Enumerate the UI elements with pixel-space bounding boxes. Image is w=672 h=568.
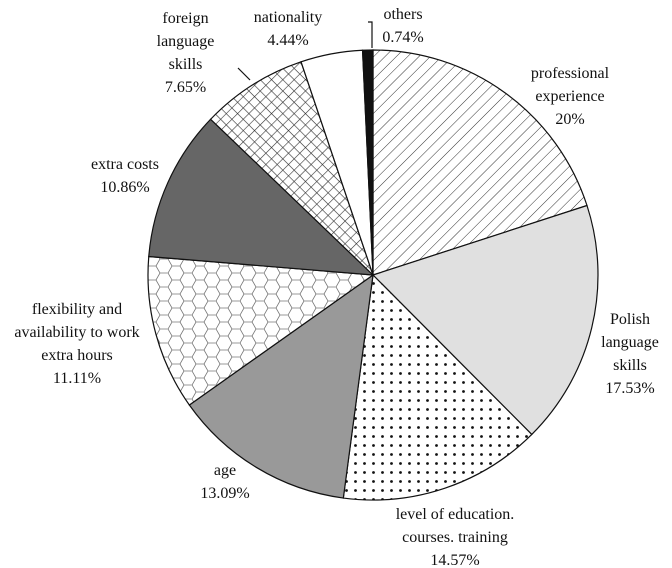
value-label: 11.11%: [52, 370, 102, 387]
category-name: professional experience: [530, 65, 610, 105]
category-name: nationality: [253, 9, 323, 26]
slice-label: others 0.74%: [358, 3, 448, 49]
slice-label: flexibility and availability to work ext…: [2, 298, 152, 390]
value-label: 7.65%: [164, 79, 207, 96]
category-name: level of education. courses. training: [395, 506, 515, 546]
value-label: 13.09%: [200, 485, 250, 502]
value-label: 14.57%: [430, 552, 480, 568]
value-label: 20%: [555, 111, 585, 128]
slice-label: age 13.09%: [185, 459, 265, 505]
category-name: foreign language skills: [156, 10, 215, 73]
category-name: extra costs: [91, 156, 159, 173]
category-name: age: [213, 462, 237, 479]
pie-slice: [371, 204, 599, 436]
pie-slice: [188, 273, 374, 499]
value-label: 17.53%: [605, 380, 655, 397]
pie-slice: [361, 49, 374, 276]
category-name: Polish language skills: [601, 311, 659, 374]
slice-label: nationality 4.44%: [238, 6, 338, 52]
leader-line: [368, 21, 373, 48]
pie-slice: [372, 49, 588, 276]
slice-label: extra costs 10.86%: [70, 153, 180, 199]
pie-slice: [209, 61, 374, 276]
category-name: flexibility and availability to work ext…: [14, 301, 140, 364]
category-name: others: [383, 6, 423, 23]
leader-line: [237, 67, 251, 81]
pie-slice: [148, 118, 375, 276]
value-label: 10.86%: [100, 179, 150, 196]
pie-slice: [342, 273, 533, 501]
slice-label: professional experience 20%: [495, 62, 645, 131]
pie-slice: [147, 255, 375, 406]
slice-label: level of education. courses. training 14.…: [375, 503, 535, 568]
value-label: 4.44%: [267, 32, 309, 49]
value-label: 0.74%: [382, 29, 424, 46]
slice-label: Polish language skills 17.53%: [588, 308, 672, 400]
slice-label: foreign language skills 7.65%: [138, 7, 233, 99]
